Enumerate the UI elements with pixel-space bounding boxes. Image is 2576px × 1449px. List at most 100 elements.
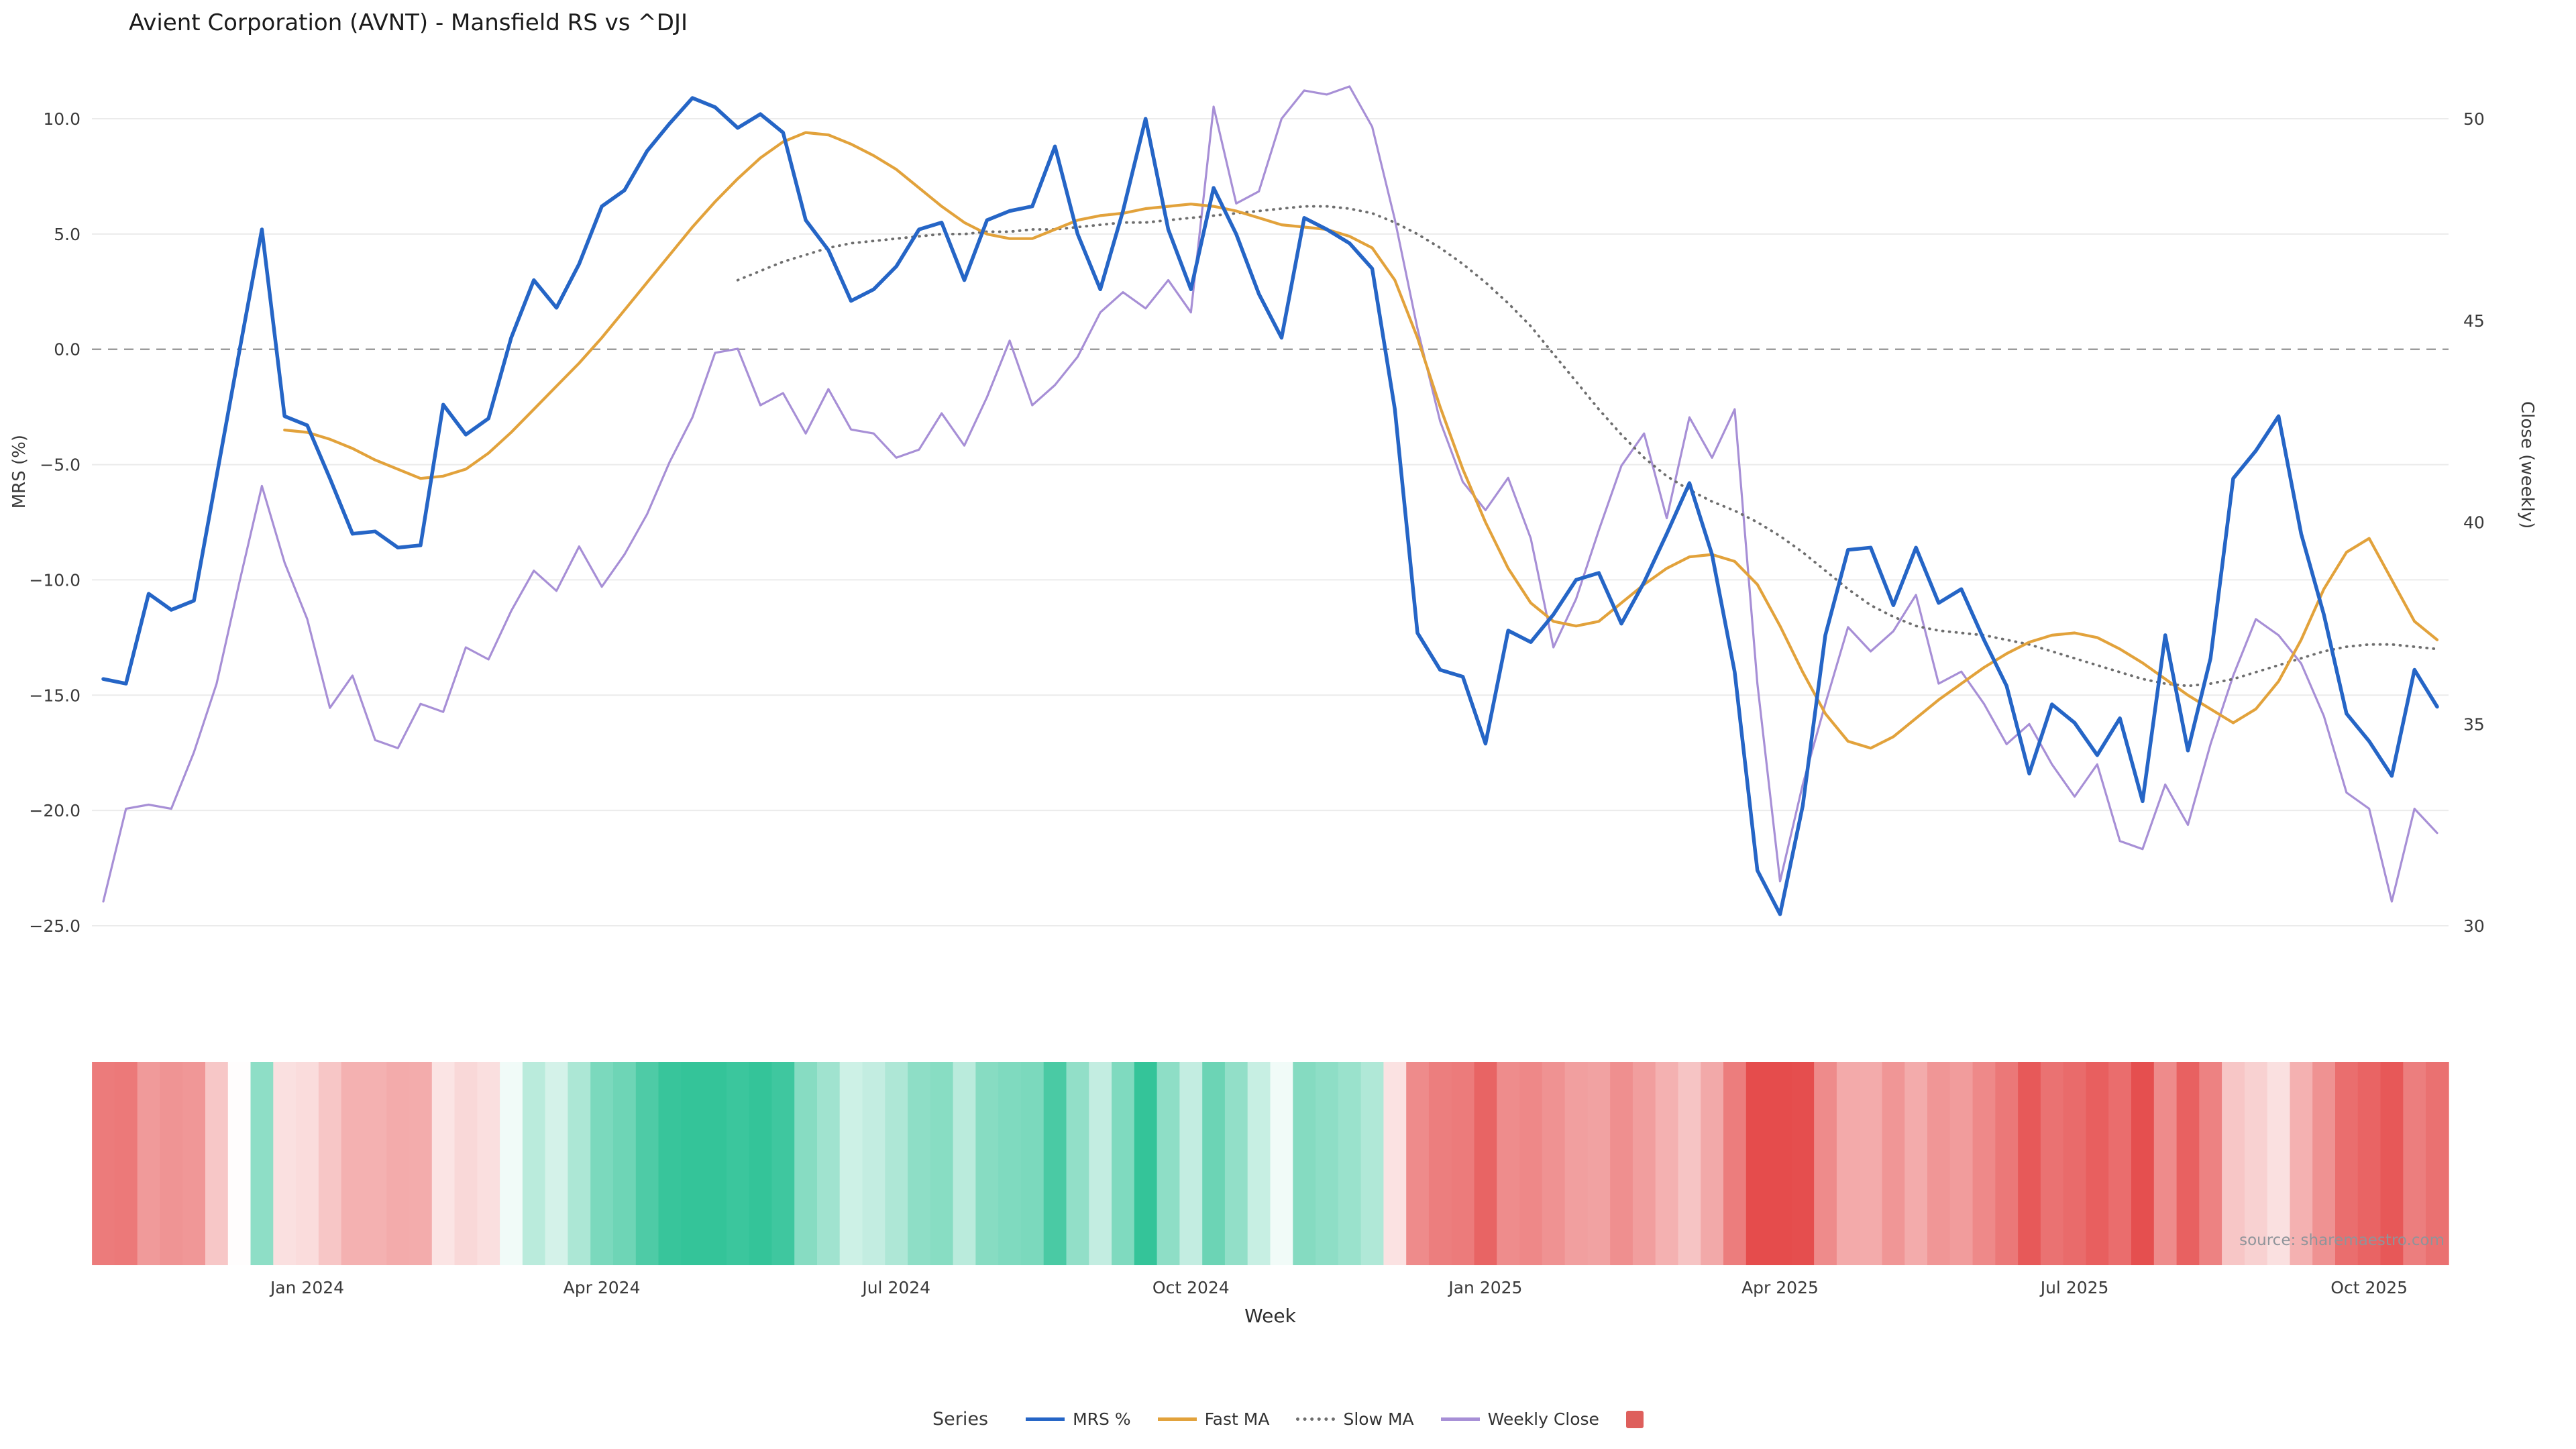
heatmap-cell xyxy=(2176,1062,2200,1265)
heatmap-cell xyxy=(1519,1062,1543,1265)
heatmap-cell xyxy=(522,1062,546,1265)
heatmap-cell xyxy=(839,1062,863,1265)
y-left-tick-label: 0.0 xyxy=(54,340,80,360)
heatmap-cell xyxy=(477,1062,500,1265)
legend-item-weekly-close[interactable]: Weekly Close xyxy=(1440,1409,1599,1429)
y-left-tick-label: −25.0 xyxy=(29,916,80,936)
heatmap-cell xyxy=(930,1062,954,1265)
heatmap-cell xyxy=(613,1062,637,1265)
legend-item-slow-ma[interactable]: Slow MA xyxy=(1296,1409,1414,1429)
legend-item-label: Slow MA xyxy=(1343,1409,1414,1429)
heatmap-cell xyxy=(1995,1062,2019,1265)
x-tick-label: Apr 2025 xyxy=(1741,1278,1819,1297)
heatmap-cell xyxy=(137,1062,161,1265)
heatmap-cell xyxy=(545,1062,569,1265)
heatmap-cell xyxy=(1224,1062,1248,1265)
chart-title: Avient Corporation (AVNT) - Mansfield RS… xyxy=(129,9,688,36)
legend-item-mrs[interactable]: MRS % xyxy=(1026,1409,1131,1429)
heatmap-cell xyxy=(2426,1062,2449,1265)
legend-item-heatmap[interactable] xyxy=(1625,1410,1644,1428)
heatmap-cell xyxy=(2267,1062,2291,1265)
heatmap-cell xyxy=(1066,1062,1090,1265)
heatmap-cell xyxy=(114,1062,138,1265)
x-axis-title: Week xyxy=(1244,1305,1296,1327)
heatmap-cell xyxy=(92,1062,115,1265)
heatmap-cell xyxy=(160,1062,183,1265)
y-left-tick-label: 5.0 xyxy=(54,225,80,244)
heatmap-cell xyxy=(1383,1062,1407,1265)
legend-title: Series xyxy=(932,1409,989,1430)
legend-swatch-line xyxy=(1440,1417,1480,1421)
y-right-tick-label: 40 xyxy=(2463,513,2485,533)
heatmap-cell xyxy=(590,1062,614,1265)
series-line-slow-ma xyxy=(736,205,2438,688)
legend-item-label: Weekly Close xyxy=(1487,1409,1599,1429)
heatmap-cell xyxy=(1089,1062,1112,1265)
heatmap-cell xyxy=(2312,1062,2336,1265)
y-axis-left-title: MRS (%) xyxy=(9,435,30,509)
legend-swatch-line xyxy=(1157,1417,1197,1421)
heatmap-cell xyxy=(1655,1062,1679,1265)
x-tick-label: Oct 2024 xyxy=(1152,1278,1230,1297)
legend-item-label: Fast MA xyxy=(1204,1409,1270,1429)
heatmap-cell xyxy=(1157,1062,1181,1265)
legend-item-label: MRS % xyxy=(1073,1409,1131,1429)
heatmap-layer xyxy=(92,1062,2449,1265)
y-left-tick-label: 10.0 xyxy=(43,109,80,129)
heatmap-cell xyxy=(1134,1062,1158,1265)
heatmap-cell xyxy=(205,1062,229,1265)
heatmap-cell xyxy=(1791,1062,1815,1265)
heatmap-cell xyxy=(749,1062,773,1265)
heatmap-cell xyxy=(2244,1062,2268,1265)
y-axis-right-title: Close (weekly) xyxy=(2517,401,2537,529)
series-line-weekly-close xyxy=(102,85,2438,903)
heatmap-cell xyxy=(2290,1062,2314,1265)
heatmap-cell xyxy=(273,1062,297,1265)
heatmap-cell xyxy=(1021,1062,1044,1265)
y-left-tick-label: −15.0 xyxy=(29,686,80,705)
legend-item-fast-ma[interactable]: Fast MA xyxy=(1157,1409,1270,1429)
x-tick-label: Jul 2025 xyxy=(2039,1278,2109,1297)
y-right-tick-label: 50 xyxy=(2463,109,2485,129)
legend-items: MRS % Fast MA Slow MA Weekly Close xyxy=(1026,1409,1644,1429)
y-right-tick-label: 35 xyxy=(2463,714,2485,734)
heatmap-cell xyxy=(2357,1062,2381,1265)
x-tick-label: Apr 2024 xyxy=(564,1278,641,1297)
heatmap-cell xyxy=(1247,1062,1271,1265)
heatmap-cell xyxy=(2086,1062,2110,1265)
heatmap-cell xyxy=(975,1062,999,1265)
legend-swatch-line xyxy=(1026,1417,1065,1421)
heatmap-cell xyxy=(2018,1062,2041,1265)
heatmap-cell xyxy=(318,1062,342,1265)
heatmap-cell xyxy=(658,1062,682,1265)
heatmap-cell xyxy=(386,1062,410,1265)
heatmap-cell xyxy=(862,1062,886,1265)
heatmap-cell xyxy=(250,1062,274,1265)
heatmap-cell xyxy=(2040,1062,2064,1265)
heatmap-cell xyxy=(1293,1062,1316,1265)
heatmap-cell xyxy=(794,1062,818,1265)
heatmap-cell xyxy=(1632,1062,1656,1265)
y-right-tick-label: 45 xyxy=(2463,311,2485,331)
heatmap-cell xyxy=(2063,1062,2087,1265)
legend-swatch-line xyxy=(1296,1417,1336,1421)
series-layer xyxy=(101,85,2439,916)
heatmap-cell xyxy=(635,1062,659,1265)
heatmap-cell xyxy=(409,1062,433,1265)
heatmap-cell xyxy=(227,1062,252,1265)
heatmap-cell xyxy=(1949,1062,1974,1265)
source-watermark: source: sharemaestro.com xyxy=(2239,1232,2445,1249)
heatmap-cell xyxy=(2153,1062,2178,1265)
heatmap-cell xyxy=(1497,1062,1520,1265)
heatmap-cell xyxy=(1768,1062,1792,1265)
heatmap-cell xyxy=(1112,1062,1135,1265)
heatmap-cell xyxy=(885,1062,908,1265)
heatmap-cell xyxy=(182,1062,206,1265)
heatmap-cell xyxy=(1428,1062,1452,1265)
heatmap-cell xyxy=(1972,1062,1996,1265)
heatmap-cell xyxy=(1904,1062,1928,1265)
heatmap-cell xyxy=(568,1062,591,1265)
heatmap-cell xyxy=(1814,1062,1837,1265)
